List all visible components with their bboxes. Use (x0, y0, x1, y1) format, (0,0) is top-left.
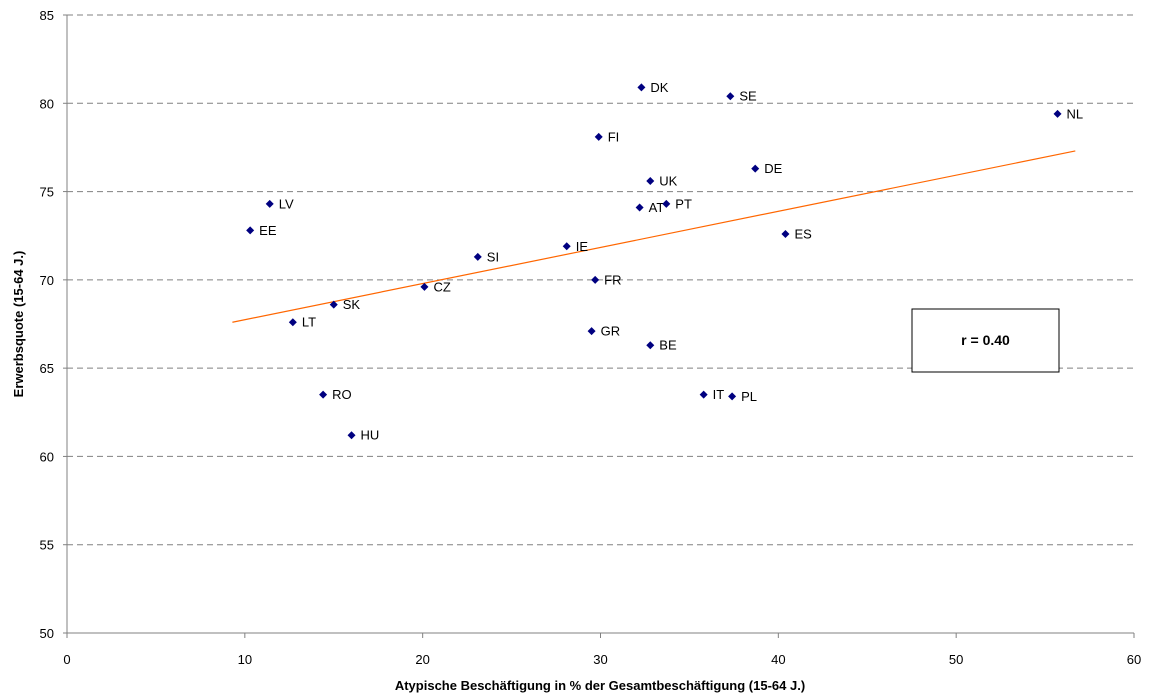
point-label-cz: CZ (433, 279, 450, 294)
x-tick-label: 50 (949, 652, 963, 667)
data-point-cz (420, 282, 429, 291)
data-point-fr (591, 275, 600, 284)
point-label-be: BE (659, 338, 677, 353)
data-point-lt (288, 318, 297, 327)
point-label-de: DE (764, 161, 782, 176)
point-label-dk: DK (650, 80, 668, 95)
data-point-pt (662, 199, 671, 208)
data-point-de (751, 164, 760, 173)
x-tick-label: 60 (1127, 652, 1141, 667)
y-tick-label: 85 (40, 8, 54, 23)
point-label-ro: RO (332, 387, 352, 402)
data-point-it (699, 390, 708, 399)
y-axis-title: Erwerbsquote (15-64 J.) (11, 251, 26, 398)
y-tick-label: 80 (40, 96, 54, 111)
point-label-it: IT (713, 387, 725, 402)
point-label-se: SE (739, 89, 757, 104)
y-tick-label: 75 (40, 185, 54, 200)
data-point-si (473, 252, 482, 261)
data-point-pl (728, 392, 737, 401)
data-point-es (781, 229, 790, 238)
data-point-se (726, 92, 735, 101)
point-label-lv: LV (279, 196, 294, 211)
point-label-lt: LT (302, 315, 316, 330)
x-ticks: 0 10 20 30 40 50 60 (63, 633, 1141, 667)
gridlines (67, 14, 1134, 546)
data-point-gr (587, 327, 596, 336)
point-label-fr: FR (604, 272, 621, 287)
point-label-uk: UK (659, 173, 677, 188)
correlation-box: r = 0.40 (911, 308, 1060, 373)
data-point-hu (347, 431, 356, 440)
point-label-ee: EE (259, 223, 277, 238)
x-tick-label: 40 (771, 652, 785, 667)
y-ticks: 50 55 60 65 70 75 80 85 (40, 8, 67, 641)
x-tick-label: 30 (593, 652, 607, 667)
point-label-ie: IE (576, 239, 589, 254)
point-label-es: ES (794, 226, 812, 241)
point-label-pl: PL (741, 389, 757, 404)
x-tick-label: 20 (415, 652, 429, 667)
correlation-text: r = 0.40 (961, 332, 1010, 348)
correlation-box-frame (911, 308, 1060, 373)
trendline (232, 150, 1076, 323)
data-point-lv (265, 199, 274, 208)
data-point-nl (1053, 109, 1062, 118)
point-label-fi: FI (608, 129, 620, 144)
y-tick-label: 70 (40, 273, 54, 288)
data-point-ee (246, 226, 255, 235)
x-tick-label: 10 (238, 652, 252, 667)
y-tick-label: 50 (40, 626, 54, 641)
data-point-uk (646, 176, 655, 185)
point-label-at: AT (649, 200, 665, 215)
data-point-ie (562, 242, 571, 251)
data-point-sk (329, 300, 338, 309)
point-label-nl: NL (1067, 106, 1084, 121)
point-label-hu: HU (361, 428, 380, 443)
x-axis-title: Atypische Beschäftigung in % der Gesamtb… (395, 678, 805, 693)
y-tick-label: 60 (40, 449, 54, 464)
point-label-si: SI (487, 249, 499, 264)
y-tick-label: 65 (40, 361, 54, 376)
data-points: DK SE NL FI DE UK LV AT PT EE ES IE SI FR CZ SK LT GR BE RO… (246, 80, 1083, 443)
point-label-gr: GR (601, 324, 621, 339)
data-point-ro (319, 390, 328, 399)
y-tick-label: 55 (40, 538, 54, 553)
x-tick-label: 0 (63, 652, 70, 667)
data-point-be (646, 341, 655, 350)
point-label-sk: SK (343, 297, 361, 312)
data-point-at (635, 203, 644, 212)
point-label-pt: PT (675, 196, 692, 211)
data-point-fi (594, 132, 603, 141)
data-point-dk (637, 83, 646, 92)
